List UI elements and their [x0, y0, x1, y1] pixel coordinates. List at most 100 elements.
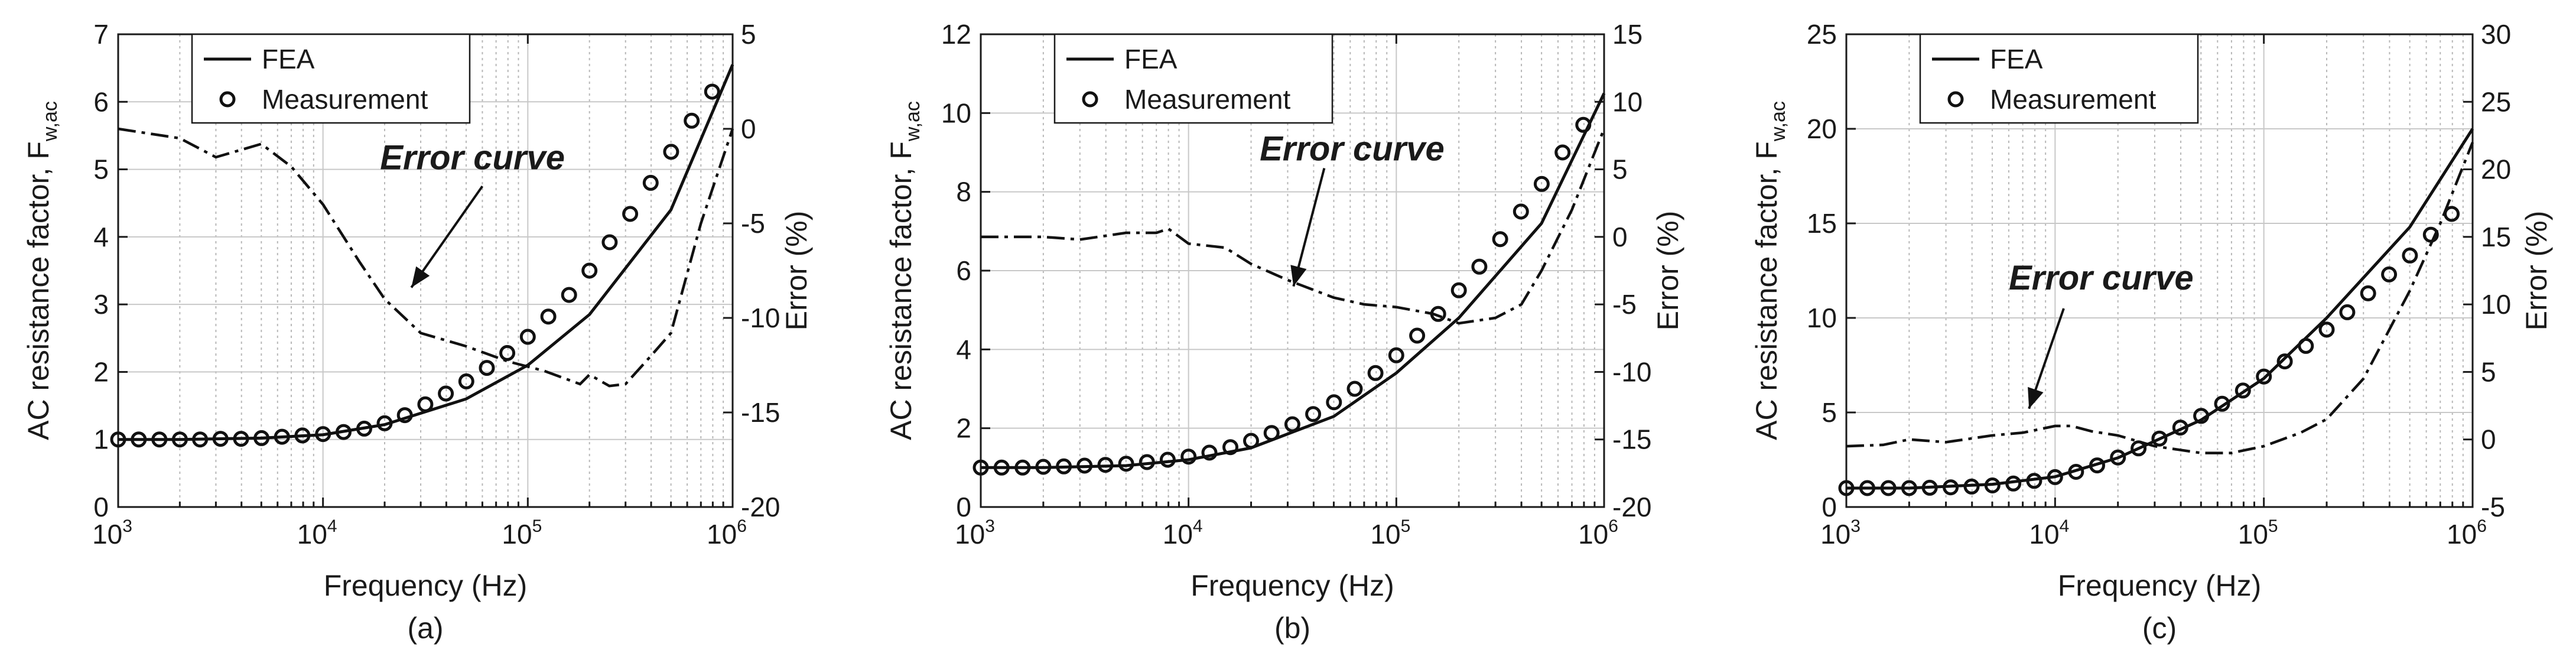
measurement-point: [2402, 247, 2418, 264]
measurement-point: [663, 144, 679, 160]
y-tick-label: 0: [1822, 492, 1837, 522]
y-tick-label: 7: [93, 19, 109, 50]
legend-measurement-swatch: [219, 91, 236, 108]
measurement-point: [2110, 449, 2126, 466]
y2-tick-label: -10: [741, 303, 780, 333]
measurement-point: [1838, 480, 1855, 496]
measurement-point: [2005, 475, 2022, 492]
measurement-point: [993, 459, 1010, 476]
error-curve-annotation: Error curve: [1260, 129, 1445, 168]
measurement-point: [2047, 469, 2063, 485]
x-tick-base: 10: [955, 519, 985, 550]
y-tick-label: 12: [941, 19, 971, 50]
y-axis-title: AC resistance factor, Fw,ac: [884, 101, 924, 440]
y2-tick-label: -5: [741, 208, 765, 239]
measurement-point: [2360, 285, 2376, 301]
annotation-arrow-head: [2028, 386, 2044, 409]
measurement-point: [1159, 451, 1176, 468]
measurement-point: [684, 112, 700, 129]
x-tick-exponent: 5: [532, 516, 542, 536]
measurement-point: [1305, 406, 1322, 422]
y2-tick-label: 10: [1612, 86, 1642, 117]
chart-panel-3: 103 104 105 1060510152025-5051015202530Freq…: [1750, 19, 2553, 645]
measurement-point: [1035, 459, 1052, 475]
panel-caption: (b): [1274, 612, 1310, 645]
measurement-point: [192, 431, 209, 448]
annotation-arrow-shaft: [410, 185, 484, 288]
y-axis-title-main: AC resistance factor, F: [22, 141, 55, 440]
y-tick-label: 4: [93, 222, 109, 252]
y-axis-title-main: AC resistance factor, F: [1750, 141, 1783, 440]
x-tick-label: 106: [1578, 516, 1618, 550]
measurement-point: [1367, 365, 1384, 381]
y-axis-title-subscript: w,ac: [1767, 101, 1790, 142]
measurement-point: [1180, 448, 1197, 465]
x-tick-base: 10: [1370, 519, 1400, 550]
measurement-point: [519, 329, 536, 345]
measurement-point: [1222, 439, 1238, 456]
measurement-point: [294, 427, 311, 444]
y2-axis-title: Error (%): [1651, 211, 1684, 331]
measurement-point: [274, 428, 290, 445]
measurement-point: [1243, 433, 1259, 449]
measurement-point: [642, 174, 659, 191]
y2-tick-label: -5: [1612, 289, 1637, 320]
y2-tick-label: -15: [741, 397, 780, 428]
measurement-point: [1346, 381, 1363, 397]
error-curve-line: [118, 127, 734, 388]
y2-tick-label: 5: [741, 19, 756, 50]
measurement-point: [212, 431, 229, 447]
y-tick-label: 20: [1807, 113, 1837, 144]
measurement-point: [2381, 266, 2398, 282]
error-curve-annotation: Error curve: [380, 139, 565, 177]
measurement-point: [253, 430, 270, 446]
measurement-point: [458, 373, 474, 389]
measurement-point: [376, 415, 393, 431]
y2-tick-label: 5: [1612, 154, 1628, 185]
x-tick-exponent: 3: [1850, 516, 1861, 536]
measurement-point: [315, 426, 331, 443]
annotation-arrow-shaft: [1292, 168, 1326, 287]
x-tick-base: 10: [1578, 519, 1608, 550]
y2-axis-title: Error (%): [2520, 211, 2553, 331]
measurement-point: [1056, 458, 1072, 474]
measurement-point: [2193, 408, 2210, 424]
x-tick-exponent: 3: [985, 516, 995, 536]
measurement-point: [540, 308, 557, 325]
measurement-point: [2276, 353, 2293, 370]
measurement-point: [2298, 337, 2314, 354]
measurement-point: [1984, 477, 2001, 493]
x-tick-label: 104: [2029, 516, 2069, 550]
measurement-point: [1963, 478, 1980, 495]
panel-caption: (a): [407, 612, 443, 645]
measurement-point: [972, 459, 989, 476]
x-tick-base: 10: [707, 519, 737, 550]
measurement-point: [151, 431, 168, 448]
y2-tick-label: 10: [2481, 289, 2511, 320]
x-tick-label: 106: [707, 516, 747, 550]
measurement-point: [1880, 480, 1897, 496]
measurement-point: [561, 287, 577, 303]
panel-caption: (c): [2142, 612, 2177, 645]
chart-panel-1: 103 104 105 10601234567-20-15-10-505Frequen…: [22, 19, 813, 645]
measurement-point: [1533, 176, 1550, 192]
measurement-point: [1076, 457, 1093, 474]
chart-panel-2: 103 104 105 106024681012-20-15-10-5051015Fr…: [884, 19, 1684, 645]
measurement-point: [1513, 203, 1529, 220]
y2-tick-label: 0: [741, 113, 756, 144]
measurement-point: [479, 360, 495, 376]
legend-fea-label: FEA: [262, 44, 315, 74]
measurement-point: [1097, 457, 1114, 473]
y-tick-label: 0: [956, 492, 971, 522]
measurement-point: [1450, 282, 1467, 298]
measurement-point: [1943, 479, 1959, 496]
measurement-point: [1554, 144, 1571, 161]
y-axis-title: AC resistance factor, Fw,ac: [22, 101, 61, 440]
y2-tick-label: -20: [741, 492, 780, 522]
x-tick-base: 10: [502, 519, 532, 550]
y-tick-label: 0: [93, 492, 109, 522]
measurement-point: [2318, 321, 2335, 338]
x-tick-base: 10: [2029, 519, 2059, 550]
x-tick-label: 105: [2238, 516, 2278, 550]
